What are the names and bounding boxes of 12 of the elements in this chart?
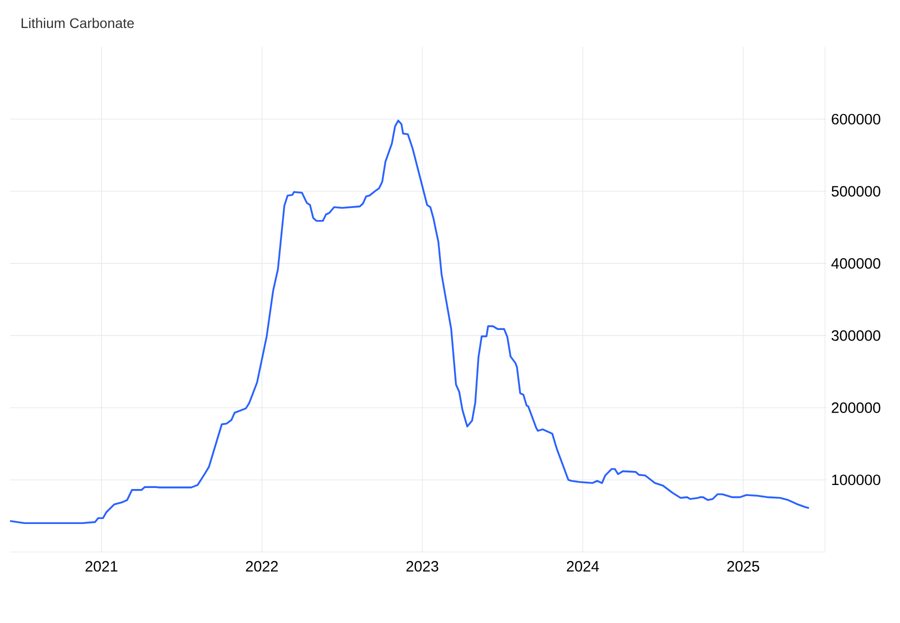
chart-title: Lithium Carbonate [22,18,134,28]
y-tick-label: 300000 [832,330,880,341]
y-tick-label: 200000 [832,402,880,413]
x-tick-label: 2021 [86,561,118,572]
x-tick-label: 2024 [566,561,599,572]
y-tick-label: 600000 [832,114,880,124]
y-tick-label: 500000 [832,186,880,197]
x-tick-label: 2025 [727,561,760,572]
y-tick-label: 100000 [832,474,880,486]
x-tick-label: 2022 [246,561,278,572]
y-tick-label: 400000 [831,258,880,269]
x-tick-label: 2023 [406,561,438,572]
